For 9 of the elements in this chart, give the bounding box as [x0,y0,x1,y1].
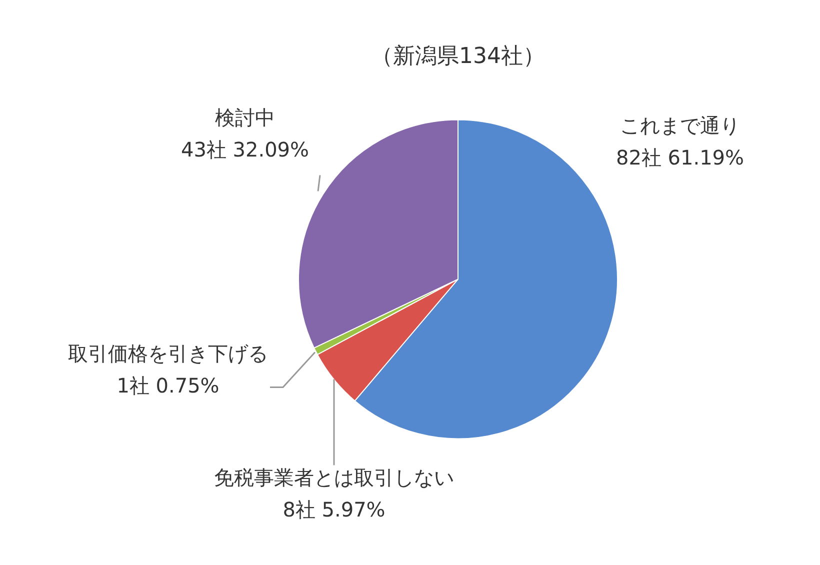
data-label: 1社 0.75% [116,373,220,398]
chart-title: （新潟県134社） [371,44,545,69]
data-label: 82社 61.19% [616,145,744,170]
slice-label: 検討中 [215,105,275,130]
data-label: 8社 5.97% [282,497,386,522]
slice-label: 免税事業者とは取引しない [214,465,454,490]
slice-label: 取引価格を引き下げる [68,341,268,366]
slice-label: これまで通り [620,113,740,138]
data-label: 43社 32.09% [180,137,310,162]
